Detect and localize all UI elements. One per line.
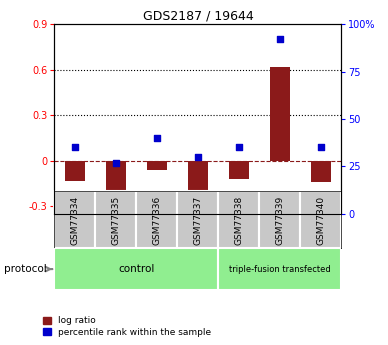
Text: GSM77339: GSM77339 — [275, 196, 284, 245]
Bar — [218, 248, 341, 290]
Bar — [54, 248, 218, 290]
Text: GSM77337: GSM77337 — [193, 196, 203, 245]
Point — [236, 145, 242, 150]
Bar — [218, 191, 260, 248]
Bar — [54, 191, 95, 248]
Bar — [147, 161, 167, 170]
Text: control: control — [118, 264, 154, 274]
Point — [195, 154, 201, 160]
Bar — [106, 161, 126, 203]
Text: GSM77334: GSM77334 — [70, 196, 79, 245]
Text: GSM77340: GSM77340 — [317, 196, 326, 245]
Bar — [260, 191, 300, 248]
Bar — [300, 191, 341, 248]
Bar — [64, 161, 85, 180]
Bar — [270, 67, 290, 161]
Point — [113, 160, 119, 165]
Text: GSM77338: GSM77338 — [234, 196, 243, 245]
Point — [277, 37, 283, 42]
Bar — [177, 191, 218, 248]
Bar — [311, 161, 331, 182]
Text: GSM77336: GSM77336 — [152, 196, 161, 245]
Title: GDS2187 / 19644: GDS2187 / 19644 — [142, 10, 253, 23]
Text: protocol: protocol — [4, 264, 47, 274]
Text: triple-fusion transfected: triple-fusion transfected — [229, 265, 331, 274]
Text: GSM77335: GSM77335 — [111, 196, 120, 245]
Bar — [95, 191, 136, 248]
Point — [72, 145, 78, 150]
Bar — [136, 191, 177, 248]
Legend: log ratio, percentile rank within the sample: log ratio, percentile rank within the sa… — [43, 316, 211, 337]
Point — [154, 135, 160, 141]
Bar — [229, 161, 249, 179]
Point — [318, 145, 324, 150]
Bar — [188, 161, 208, 194]
